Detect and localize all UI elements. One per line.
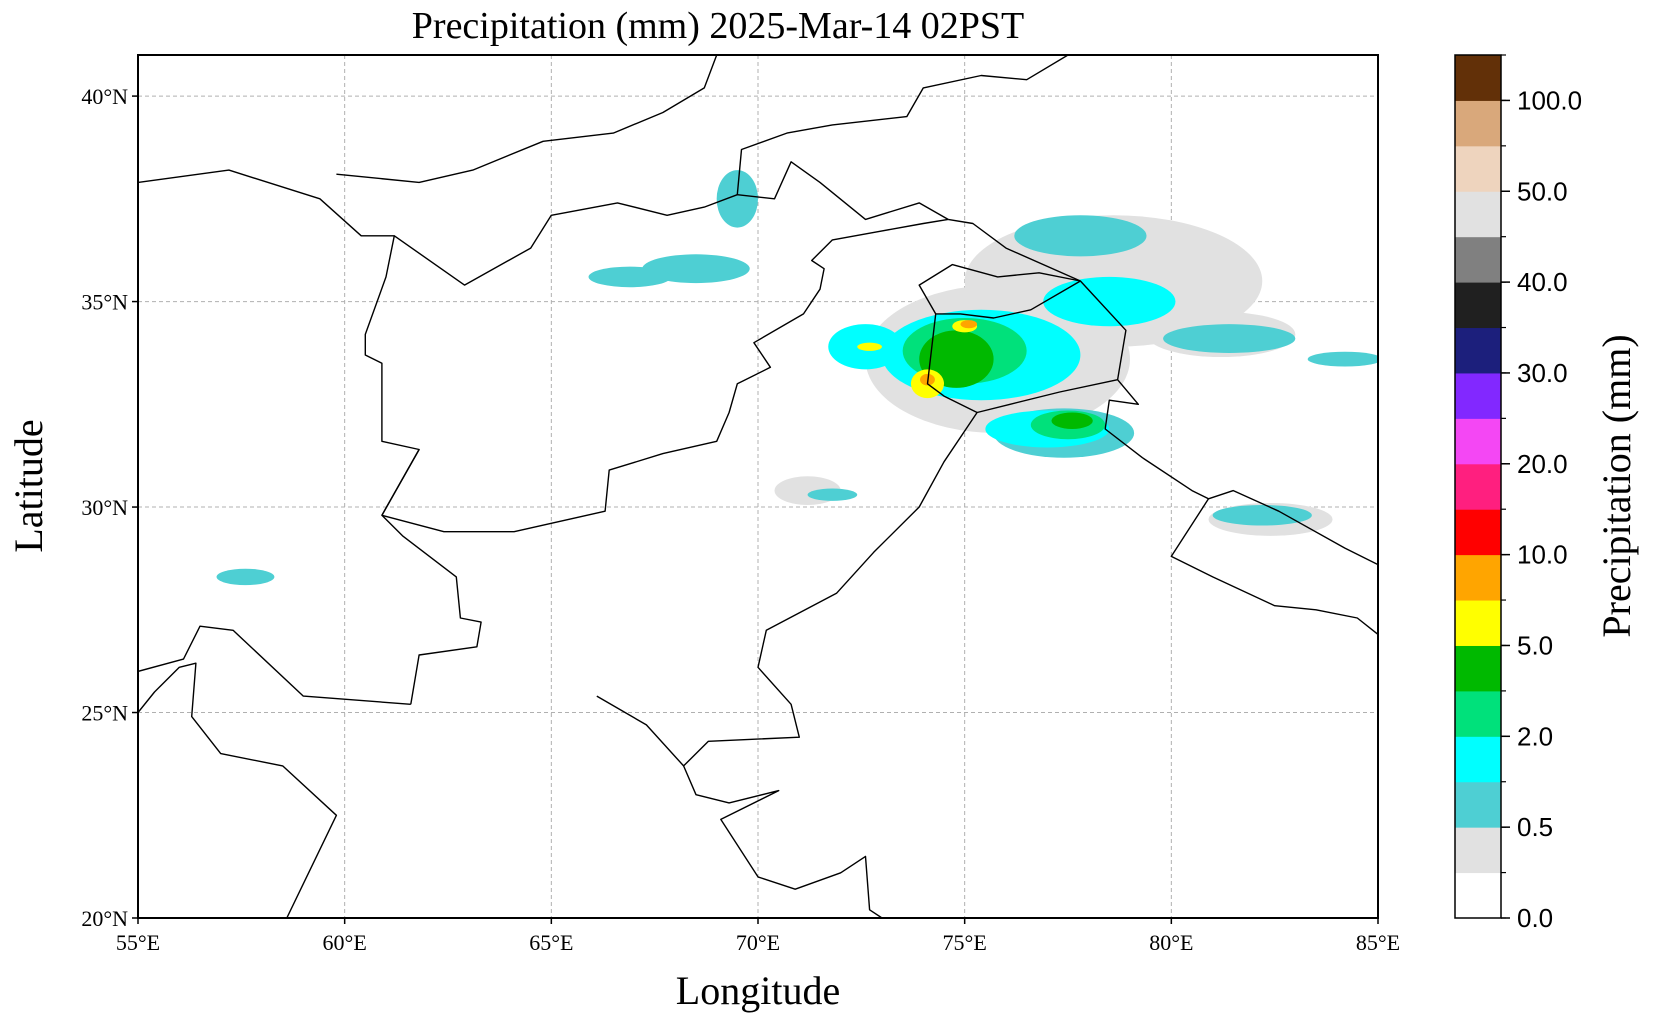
x-tick-label: 60°E — [323, 930, 367, 955]
precip-area — [216, 568, 275, 586]
longitude-ticks: 55°E 60°E 65°E 70°E 75°E 80°E 85°E — [116, 918, 1400, 955]
colorbar-bin — [1455, 145, 1501, 192]
map-title: Precipitation (mm) 2025-Mar-14 02PST — [412, 5, 1024, 47]
colorbar-bin — [1455, 736, 1501, 783]
map-panel: 55°E 60°E 65°E 70°E 75°E 80°E 85°E 20°N 25°N 30°… — [81, 54, 1400, 955]
y-tick-label: 20°N — [81, 906, 128, 931]
gridlines — [138, 55, 1378, 918]
colorbar-bin — [1455, 872, 1501, 919]
colorbar-bin — [1455, 781, 1501, 828]
x-tick-label: 65°E — [529, 930, 573, 955]
y-tick-label: 40°N — [81, 84, 128, 109]
colorbar-tick-label: 20.0 — [1517, 449, 1568, 479]
precip-area — [1307, 351, 1378, 367]
y-tick-label: 30°N — [81, 495, 128, 520]
y-tick-label: 25°N — [81, 701, 128, 726]
precip-area — [1163, 324, 1296, 353]
border-line — [947, 218, 1378, 566]
colorbar-tick-label: 0.0 — [1517, 903, 1553, 933]
colorbar-bins — [1455, 55, 1501, 919]
colorbar-bin — [1455, 463, 1501, 510]
colorbar-bin — [1455, 827, 1501, 874]
colorbar-bin — [1455, 372, 1501, 419]
country-borders — [138, 55, 1378, 918]
colorbar-bin — [1455, 327, 1501, 374]
colorbar-bin — [1455, 191, 1501, 238]
border-line — [918, 263, 1081, 315]
colorbar-bin — [1455, 100, 1501, 147]
colorbar-bin — [1455, 690, 1501, 737]
border-line — [381, 449, 420, 516]
border-line — [138, 625, 411, 705]
colorbar-tick-label: 10.0 — [1517, 540, 1568, 570]
colorbar-frame — [1454, 54, 1502, 919]
precip-area — [588, 266, 672, 288]
colorbar-bin — [1455, 600, 1501, 646]
colorbar-title: Precipitation (mm) — [1594, 334, 1639, 637]
colorbar-bin — [1455, 282, 1501, 329]
x-axis-title: Longitude — [676, 968, 840, 1013]
border-line — [336, 55, 718, 184]
x-tick-label: 70°E — [736, 930, 780, 955]
colorbar-ticks: 0.0 0.5 2.0 5.0 10.0 20.0 30.0 40.0 50.0 100.0 — [1501, 54, 1582, 933]
x-tick-label: 75°E — [943, 930, 987, 955]
y-axis-title: Latitude — [6, 419, 51, 552]
border-line — [1170, 498, 1378, 635]
colorbar-bin — [1455, 236, 1501, 283]
x-tick-label: 55°E — [116, 930, 160, 955]
colorbar-tick-label: 30.0 — [1517, 358, 1568, 388]
precip-area — [1014, 215, 1147, 257]
colorbar-bin — [1455, 645, 1501, 692]
colorbar-tick-label: 100.0 — [1517, 85, 1582, 115]
precip-area — [857, 342, 882, 351]
precip-area — [807, 488, 858, 501]
x-tick-label: 80°E — [1149, 930, 1193, 955]
colorbar-bin — [1455, 418, 1501, 465]
latitude-ticks: 20°N 25°N 30°N 35°N 40°N — [81, 84, 138, 931]
colorbar-tick-label: 2.0 — [1517, 721, 1553, 751]
colorbar-bin — [1455, 55, 1501, 101]
colorbar-bin — [1455, 554, 1501, 601]
border-line — [138, 169, 482, 705]
colorbar-tick-label: 0.5 — [1517, 812, 1553, 842]
precip-area — [716, 170, 758, 228]
border-line — [736, 55, 1069, 195]
colorbar-tick-label: 50.0 — [1517, 176, 1568, 206]
y-tick-label: 35°N — [81, 290, 128, 315]
border-line — [682, 765, 883, 918]
border-line — [381, 218, 949, 533]
border-line — [138, 662, 338, 918]
border-line — [393, 161, 949, 286]
precip-area — [1043, 276, 1176, 327]
colorbar: 0.0 0.5 2.0 5.0 10.0 20.0 30.0 40.0 50.0 100.0 Pr… — [1454, 54, 1639, 933]
x-tick-label: 85°E — [1356, 930, 1400, 955]
precip-area — [960, 320, 978, 329]
precipitation-field — [216, 170, 1378, 586]
precip-area — [1051, 412, 1093, 429]
border-line — [976, 379, 1118, 414]
colorbar-tick-label: 5.0 — [1517, 630, 1553, 660]
precip-area — [1212, 504, 1312, 526]
colorbar-bin — [1455, 509, 1501, 556]
colorbar-tick-label: 40.0 — [1517, 267, 1568, 297]
border-line — [596, 280, 1081, 767]
